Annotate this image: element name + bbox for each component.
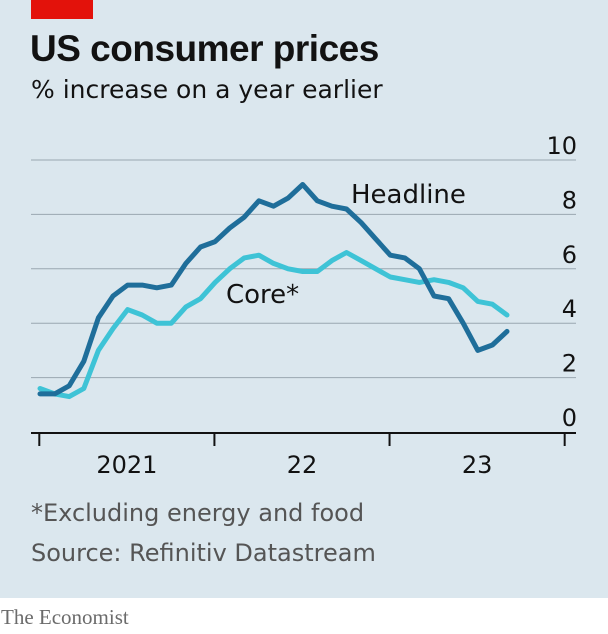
x-tick-label: 2021 [96,451,157,479]
footnote: *Excluding energy and food [31,499,365,527]
line-chart: 0 2 4 6 8 10 2021 22 23 Headline Core* [31,132,577,479]
core-series-line [37,250,510,400]
x-tick-label: 23 [462,451,493,479]
y-tick-label: 2 [562,350,577,378]
y-tick-label: 0 [562,404,577,432]
chart-title: US consumer prices [30,28,379,69]
red-tag [31,0,93,19]
headline-series-label: Headline [351,180,466,210]
economist-logo: The Economist [1,605,129,629]
y-tick-label: 8 [562,186,577,214]
chart-subtitle: % increase on a year earlier [31,75,383,104]
y-tick-label: 6 [562,241,577,269]
x-tick-label: 22 [287,451,318,479]
headline-series-line [37,182,510,397]
core-series-label: Core* [226,280,299,310]
y-tick-label: 4 [562,295,577,323]
source-note: Source: Refinitiv Datastream [31,539,376,567]
chart-panel: US consumer prices % increase on a year … [0,0,608,598]
y-tick-label: 10 [546,132,577,160]
